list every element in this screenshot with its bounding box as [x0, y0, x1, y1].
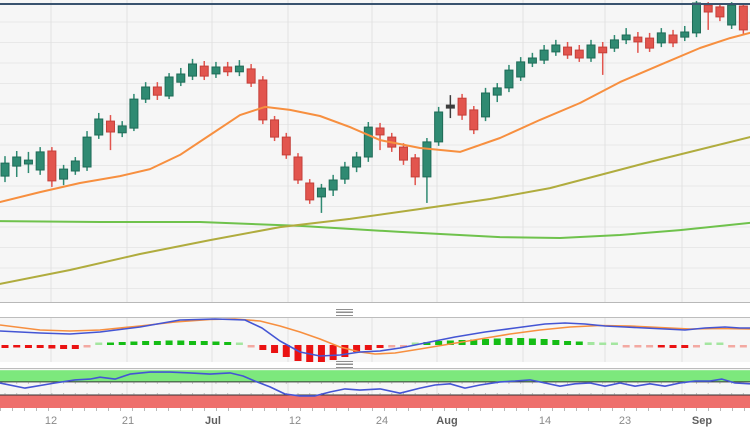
main-price-panel: [0, 0, 750, 303]
x-axis-label: 23: [618, 415, 632, 427]
x-axis-label: 12: [288, 415, 302, 427]
x-axis-label: 24: [375, 415, 389, 427]
rsi-panel: [0, 368, 750, 409]
panel-divider-2: [0, 362, 750, 368]
x-axis-label: 12: [44, 415, 58, 427]
macd-chart-canvas[interactable]: [0, 318, 750, 362]
x-axis-label: Sep: [691, 415, 713, 427]
x-axis-label: 21: [121, 415, 135, 427]
rsi-chart-canvas[interactable]: [0, 369, 750, 408]
x-axis-label: Jul: [205, 415, 221, 427]
macd-panel: [0, 317, 750, 363]
x-axis-label: Aug: [436, 415, 458, 427]
panel-divider-1: [0, 303, 750, 317]
panel-resize-handle-1[interactable]: [336, 309, 353, 316]
x-axis-label: 14: [538, 415, 552, 427]
x-axis-ticks: [0, 408, 750, 411]
chart-top-border-line: [0, 3, 750, 5]
x-axis: 12 21 Jul 12 24 Aug 14 23 Sep: [0, 408, 750, 430]
panel-resize-handle-2[interactable]: [336, 361, 353, 368]
main-chart-canvas[interactable]: [0, 0, 750, 302]
